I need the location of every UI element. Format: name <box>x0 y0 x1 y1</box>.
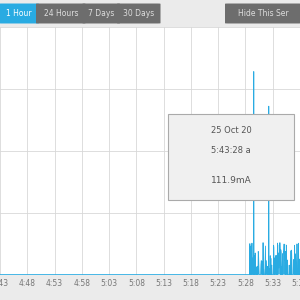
Text: 30 Days: 30 Days <box>123 9 154 18</box>
Text: 24 Hours: 24 Hours <box>44 9 78 18</box>
Text: 5:13: 5:13 <box>155 279 172 288</box>
Text: 4:58: 4:58 <box>73 279 90 288</box>
Text: 25 Oct 20: 25 Oct 20 <box>211 126 251 135</box>
Text: 5:03: 5:03 <box>100 279 118 288</box>
Text: 5:08: 5:08 <box>128 279 145 288</box>
Text: 5:18: 5:18 <box>182 279 199 288</box>
FancyBboxPatch shape <box>36 4 86 23</box>
Text: 111.9mA: 111.9mA <box>211 176 251 185</box>
Text: 4:43: 4:43 <box>0 279 9 288</box>
FancyBboxPatch shape <box>0 4 39 23</box>
FancyBboxPatch shape <box>225 4 300 23</box>
Text: 7 Days: 7 Days <box>88 9 114 18</box>
Text: Hide This Ser: Hide This Ser <box>238 9 289 18</box>
Text: 1 Hour: 1 Hour <box>6 9 31 18</box>
Text: 5:28: 5:28 <box>237 279 254 288</box>
Text: 5:33: 5:33 <box>264 279 281 288</box>
Text: 5:38: 5:38 <box>292 279 300 288</box>
Text: 4:53: 4:53 <box>46 279 63 288</box>
Text: 5:23: 5:23 <box>210 279 227 288</box>
FancyBboxPatch shape <box>168 114 294 200</box>
FancyBboxPatch shape <box>82 4 120 23</box>
Text: 5:43:28 a: 5:43:28 a <box>211 146 251 155</box>
Text: 4:48: 4:48 <box>19 279 36 288</box>
FancyBboxPatch shape <box>117 4 160 23</box>
